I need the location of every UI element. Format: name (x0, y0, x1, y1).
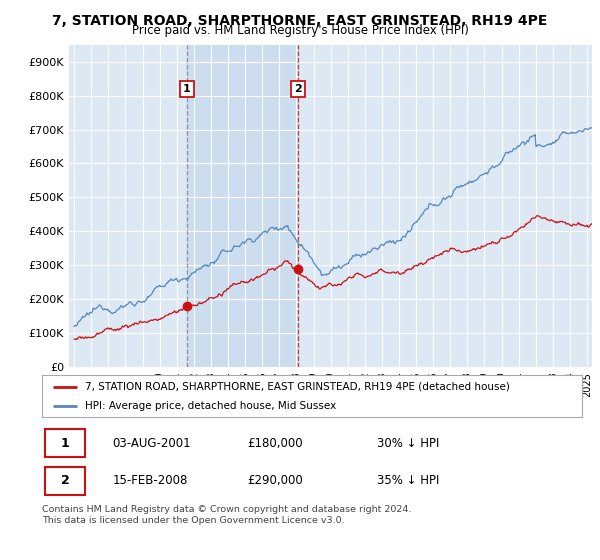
Text: £290,000: £290,000 (247, 474, 303, 487)
Text: 2: 2 (61, 474, 70, 487)
Text: £180,000: £180,000 (247, 437, 303, 450)
Text: Price paid vs. HM Land Registry's House Price Index (HPI): Price paid vs. HM Land Registry's House … (131, 24, 469, 37)
Bar (187, 45, 298, 367)
Text: 1: 1 (183, 84, 191, 94)
Text: 03-AUG-2001: 03-AUG-2001 (112, 437, 191, 450)
Text: 1: 1 (61, 437, 70, 450)
Text: Contains HM Land Registry data © Crown copyright and database right 2024.
This d: Contains HM Land Registry data © Crown c… (42, 505, 412, 525)
Text: HPI: Average price, detached house, Mid Sussex: HPI: Average price, detached house, Mid … (85, 401, 337, 411)
Text: 2: 2 (295, 84, 302, 94)
Text: 30% ↓ HPI: 30% ↓ HPI (377, 437, 439, 450)
Text: 7, STATION ROAD, SHARPTHORNE, EAST GRINSTEAD, RH19 4PE: 7, STATION ROAD, SHARPTHORNE, EAST GRINS… (52, 14, 548, 28)
Text: 35% ↓ HPI: 35% ↓ HPI (377, 474, 439, 487)
Text: 15-FEB-2008: 15-FEB-2008 (112, 474, 188, 487)
Text: 7, STATION ROAD, SHARPTHORNE, EAST GRINSTEAD, RH19 4PE (detached house): 7, STATION ROAD, SHARPTHORNE, EAST GRINS… (85, 381, 510, 391)
FancyBboxPatch shape (45, 429, 85, 458)
FancyBboxPatch shape (45, 466, 85, 495)
